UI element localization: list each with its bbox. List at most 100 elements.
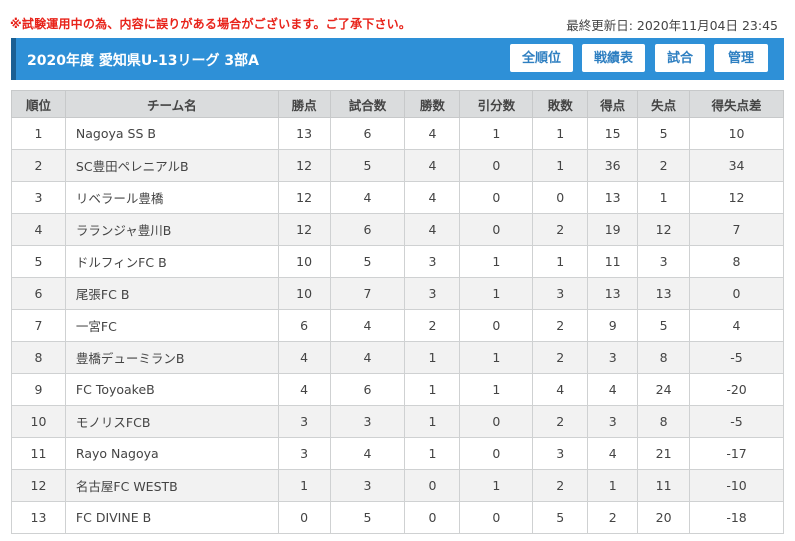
table-row: 6 尾張FC B 10 7 3 1 3 13 13 0 <box>11 277 784 310</box>
cell-draws: 0 <box>459 501 534 534</box>
cell-goal-diff: 8 <box>689 245 784 278</box>
cell-points: 1 <box>277 469 331 502</box>
cell-games: 4 <box>329 341 406 374</box>
cell-goals-against: 12 <box>637 213 691 246</box>
table-row: 2 SC豊田ペレニアルB 12 5 4 0 1 36 2 34 <box>11 149 784 182</box>
cell-goal-diff: -20 <box>689 373 784 406</box>
cell-points: 12 <box>277 213 331 246</box>
cell-rank: 11 <box>11 437 66 470</box>
admin-button[interactable]: 管理 <box>714 44 768 72</box>
cell-goal-diff: 12 <box>689 181 784 214</box>
cell-points: 13 <box>277 117 331 150</box>
table-row: 5 ドルフィンFC B 10 5 3 1 1 11 3 8 <box>11 245 784 278</box>
cell-games: 7 <box>329 277 406 310</box>
cell-goals-against: 21 <box>637 437 691 470</box>
cell-games: 5 <box>329 501 406 534</box>
table-row: 4 ラランジャ豊川B 12 6 4 0 2 19 12 7 <box>11 213 784 246</box>
cell-games: 6 <box>329 213 406 246</box>
matches-button[interactable]: 試合 <box>655 44 705 72</box>
cell-points: 4 <box>277 373 331 406</box>
cell-goals-against: 2 <box>637 149 691 182</box>
cell-team-name: SC豊田ペレニアルB <box>64 149 279 182</box>
cell-losses: 2 <box>532 309 589 342</box>
record-table-button[interactable]: 戦績表 <box>582 44 645 72</box>
cell-goal-diff: -18 <box>689 501 784 534</box>
cell-losses: 1 <box>532 149 589 182</box>
cell-rank: 1 <box>11 117 66 150</box>
cell-goals-for: 4 <box>587 373 639 406</box>
cell-team-name: FC DIVINE B <box>64 501 279 534</box>
cell-wins: 0 <box>404 469 461 502</box>
cell-goals-for: 9 <box>587 309 639 342</box>
standings-table: 順位 チーム名 勝点 試合数 勝数 引分数 敗数 得点 失点 得失点差 1 Nag… <box>11 90 784 534</box>
cell-goals-for: 13 <box>587 181 639 214</box>
cell-goals-against: 13 <box>637 277 691 310</box>
cell-points: 10 <box>277 277 331 310</box>
league-header: 2020年度 愛知県U-13リーグ 3部A 全順位 戦績表 試合 管理 <box>11 38 784 80</box>
cell-losses: 3 <box>532 437 589 470</box>
cell-draws: 1 <box>459 341 534 374</box>
table-row: 3 リベラール豊橋 12 4 4 0 0 13 1 12 <box>11 181 784 214</box>
cell-games: 5 <box>329 245 406 278</box>
cell-team-name: Nagoya SS B <box>64 117 279 150</box>
cell-rank: 4 <box>11 213 66 246</box>
cell-goals-for: 13 <box>587 277 639 310</box>
cell-games: 3 <box>329 405 406 438</box>
cell-points: 0 <box>277 501 331 534</box>
cell-team-name: ラランジャ豊川B <box>64 213 279 246</box>
standings-button[interactable]: 全順位 <box>510 44 573 72</box>
cell-wins: 1 <box>404 373 461 406</box>
cell-goals-for: 3 <box>587 341 639 374</box>
cell-losses: 2 <box>532 213 589 246</box>
cell-losses: 1 <box>532 245 589 278</box>
last-updated: 最終更新日: 2020年11月04日 23:45 <box>566 18 778 33</box>
cell-team-name: Rayo Nagoya <box>64 437 279 470</box>
cell-games: 6 <box>329 117 406 150</box>
cell-games: 3 <box>329 469 406 502</box>
cell-team-name: 豊橋デューミランB <box>64 341 279 374</box>
table-header-row: 順位 チーム名 勝点 試合数 勝数 引分数 敗数 得点 失点 得失点差 <box>11 90 784 118</box>
header-team: チーム名 <box>64 90 279 118</box>
cell-wins: 1 <box>404 341 461 374</box>
cell-losses: 5 <box>532 501 589 534</box>
table-row: 11 Rayo Nagoya 3 4 1 0 3 4 21 -17 <box>11 437 784 470</box>
header-draws: 引分数 <box>459 90 534 118</box>
header-games: 試合数 <box>329 90 406 118</box>
cell-wins: 3 <box>404 277 461 310</box>
cell-goal-diff: 4 <box>689 309 784 342</box>
table-row: 7 一宮FC 6 4 2 0 2 9 5 4 <box>11 309 784 342</box>
cell-goal-diff: -5 <box>689 341 784 374</box>
cell-goals-for: 15 <box>587 117 639 150</box>
cell-points: 10 <box>277 245 331 278</box>
cell-wins: 4 <box>404 149 461 182</box>
cell-rank: 7 <box>11 309 66 342</box>
league-title: 2020年度 愛知県U-13リーグ 3部A <box>27 53 259 69</box>
cell-rank: 13 <box>11 501 66 534</box>
table-row: 8 豊橋デューミランB 4 4 1 1 2 3 8 -5 <box>11 341 784 374</box>
cell-points: 4 <box>277 341 331 374</box>
top-bar: ※試験運用中の為、内容に誤りがある場合がございます。ご了承下さい。 最終更新日:… <box>0 0 795 38</box>
cell-games: 4 <box>329 181 406 214</box>
cell-goal-diff: 0 <box>689 277 784 310</box>
header-points: 勝点 <box>277 90 331 118</box>
cell-wins: 0 <box>404 501 461 534</box>
cell-losses: 2 <box>532 341 589 374</box>
cell-team-name: モノリスFCB <box>64 405 279 438</box>
header-goal-diff: 得失点差 <box>689 90 784 118</box>
cell-goals-against: 24 <box>637 373 691 406</box>
cell-rank: 6 <box>11 277 66 310</box>
trial-notice: ※試験運用中の為、内容に誤りがある場合がございます。ご了承下さい。 <box>10 17 412 31</box>
cell-team-name: 尾張FC B <box>64 277 279 310</box>
cell-goal-diff: 10 <box>689 117 784 150</box>
cell-losses: 2 <box>532 469 589 502</box>
cell-goal-diff: -10 <box>689 469 784 502</box>
cell-goals-against: 20 <box>637 501 691 534</box>
cell-wins: 4 <box>404 213 461 246</box>
cell-games: 4 <box>329 437 406 470</box>
cell-wins: 1 <box>404 405 461 438</box>
cell-goals-against: 1 <box>637 181 691 214</box>
header-goals-for: 得点 <box>587 90 639 118</box>
cell-wins: 4 <box>404 181 461 214</box>
cell-rank: 3 <box>11 181 66 214</box>
cell-draws: 0 <box>459 437 534 470</box>
